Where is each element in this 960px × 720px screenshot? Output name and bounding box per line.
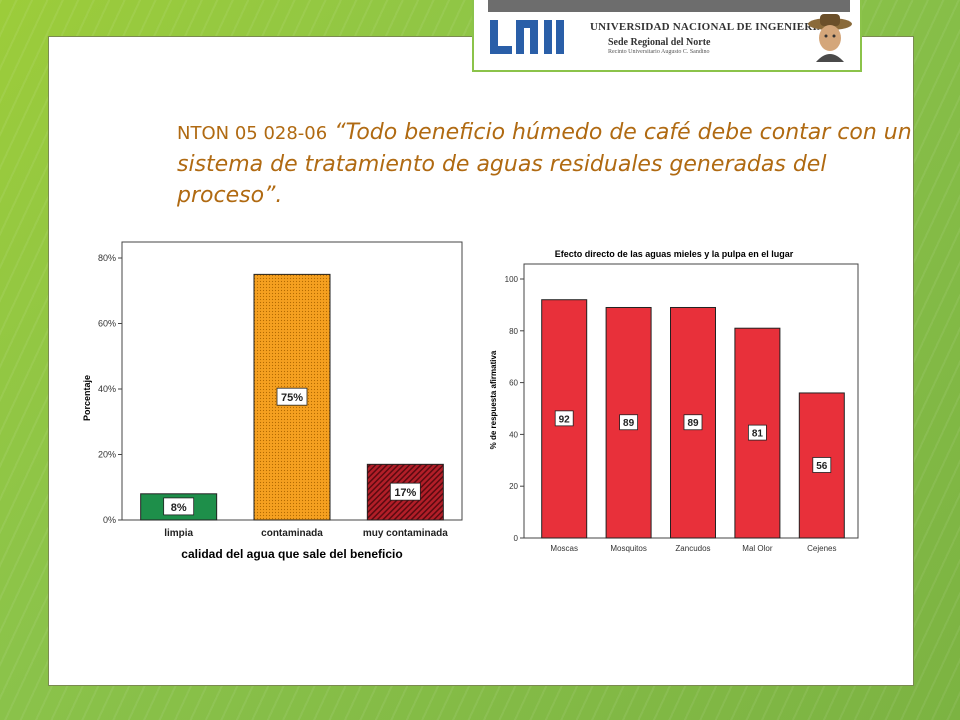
university-name: UNIVERSIDAD NACIONAL DE INGENIERÍA xyxy=(590,21,826,33)
heading-quote: “Todo beneficio húmedo de café debe cont… xyxy=(177,120,912,208)
data-label-box xyxy=(683,414,703,431)
y-tick-label: 60% xyxy=(98,319,116,329)
x-tick-label: Moscas xyxy=(550,544,578,553)
data-label-box xyxy=(619,414,639,431)
data-label: 56 xyxy=(816,461,828,472)
y-tick-label: 80 xyxy=(509,327,518,336)
data-label-box xyxy=(747,424,767,441)
y-axis-label: Porcentaje xyxy=(82,375,92,421)
x-tick-label: limpia xyxy=(164,528,193,539)
data-label: 8% xyxy=(171,502,187,514)
x-tick-label: Cejenes xyxy=(807,544,836,553)
y-tick-label: 0% xyxy=(103,515,116,525)
x-tick-label: Mosquitos xyxy=(610,544,646,553)
university-logo-banner: UNIVERSIDAD NACIONAL DE INGENIERÍA Sede … xyxy=(472,0,862,72)
data-label-box xyxy=(389,482,421,501)
chart-title: Efecto directo de las aguas mieles y la … xyxy=(555,249,794,259)
data-label: 89 xyxy=(687,418,699,429)
data-label-box xyxy=(163,497,195,516)
data-label: 75% xyxy=(281,392,303,404)
data-label: 92 xyxy=(559,414,571,425)
y-tick-label: 20% xyxy=(98,450,116,460)
y-tick-label: 20 xyxy=(509,482,518,491)
logo-top-strip xyxy=(488,0,850,12)
y-tick-label: 40 xyxy=(509,430,518,439)
uni-logo-icon xyxy=(490,20,564,54)
sandino-portrait-icon xyxy=(808,14,852,62)
data-label-box xyxy=(276,387,308,406)
y-tick-label: 60 xyxy=(509,379,518,388)
data-label: 89 xyxy=(623,418,635,429)
data-label-box xyxy=(554,410,574,427)
x-tick-label: muy contaminada xyxy=(363,528,448,539)
x-tick-label: contaminada xyxy=(261,528,323,539)
x-tick-label: Zancudos xyxy=(675,544,710,553)
data-label: 17% xyxy=(394,487,416,499)
y-tick-label: 100 xyxy=(505,275,519,284)
data-label-box xyxy=(812,457,832,473)
y-tick-label: 0 xyxy=(514,534,519,543)
y-axis-label: % de respuesta afirmativa xyxy=(489,350,498,449)
university-recinto: Recinto Universitario Augusto C. Sandino xyxy=(608,49,710,55)
data-label: 81 xyxy=(752,429,764,440)
chart-effects: Efecto directo de las aguas mieles y la … xyxy=(489,249,859,553)
y-tick-label: 40% xyxy=(98,384,116,394)
heading-code: NTON 05 028-06 xyxy=(177,123,328,144)
chart-quality: 0% 20% 40% 60% 80% 8% 75% 17% limpia contaminad… xyxy=(82,241,463,561)
university-sede: Sede Regional del Norte xyxy=(608,37,711,48)
x-tick-label: Mal Olor xyxy=(742,544,773,553)
y-tick-label: 80% xyxy=(98,253,116,263)
x-axis-label: calidad del agua que sale del beneficio xyxy=(181,547,402,561)
slide-heading: NTON 05 028-06 “Todo beneficio húmedo de… xyxy=(177,117,917,211)
